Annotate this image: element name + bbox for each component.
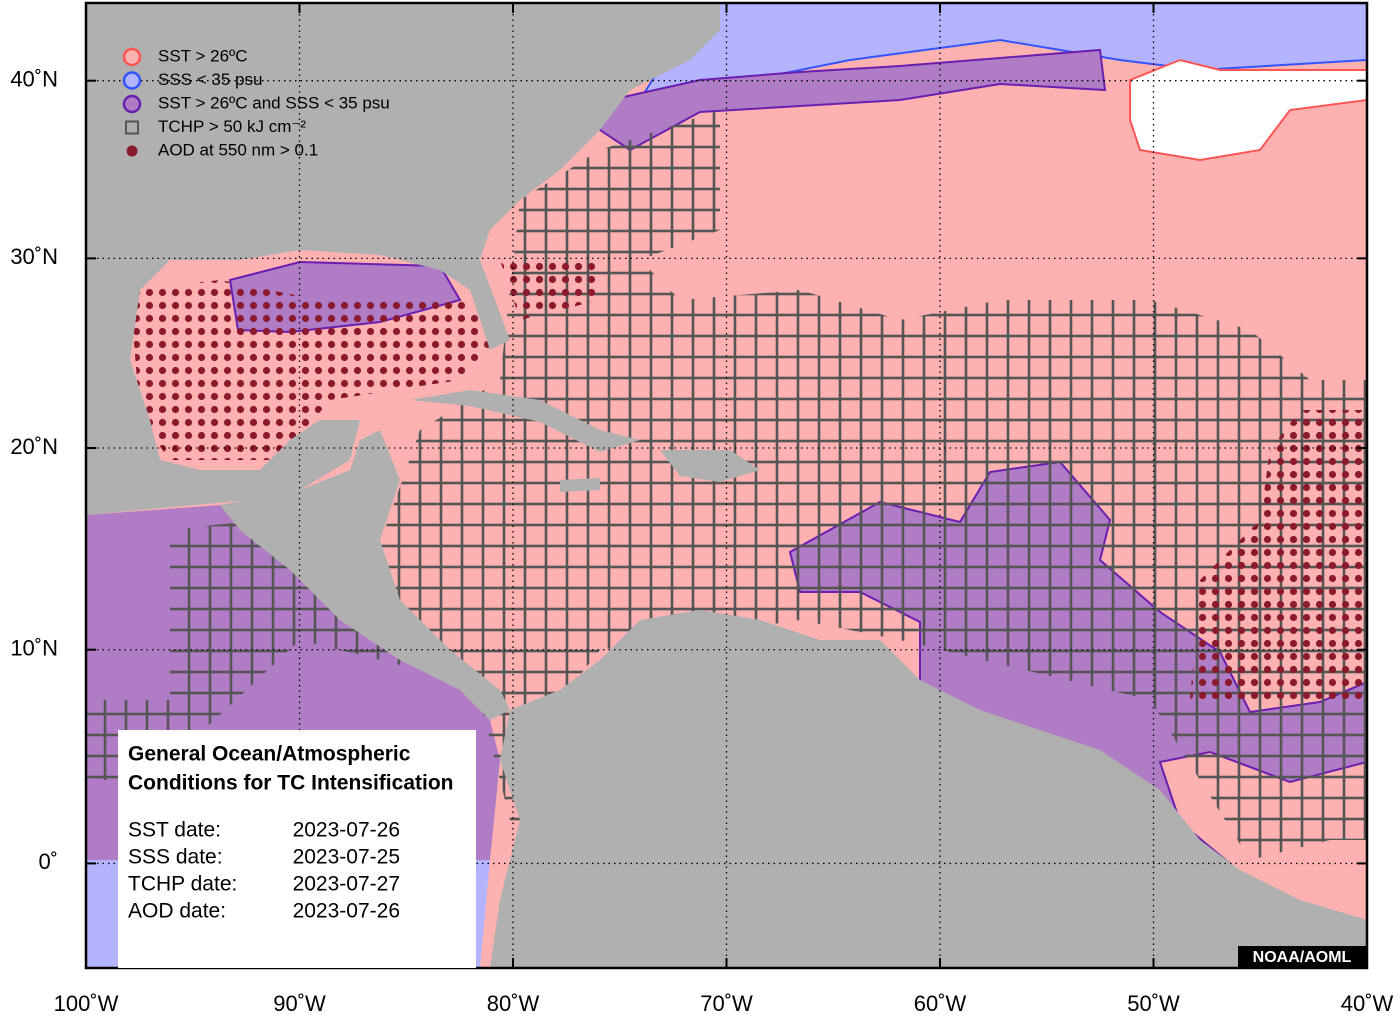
- x-tick-label: 80˚W: [487, 991, 540, 1016]
- cuba: [410, 390, 640, 452]
- legend-symbol: [125, 120, 139, 135]
- legend-symbol: [126, 145, 138, 157]
- info-title: Conditions for TC Intensification: [128, 772, 453, 795]
- legend-symbol: [122, 47, 142, 67]
- credit-box: [1238, 946, 1367, 968]
- legend-label: TCHP > 50 kJ cm⁻²: [158, 117, 306, 136]
- date-label: AOD date:: [128, 900, 226, 923]
- x-tick-label: 100˚W: [54, 991, 119, 1016]
- x-tick-label: 60˚W: [914, 991, 967, 1016]
- cool-water: [1129, 58, 1367, 162]
- date-label: SSS date:: [128, 846, 223, 869]
- y-tick-label: 40˚N: [10, 67, 58, 92]
- north-america: [86, 3, 720, 515]
- y-tick-label: 10˚N: [10, 636, 58, 661]
- aod-florida: [500, 260, 600, 320]
- central-america: [220, 430, 510, 720]
- x-tick-label: 50˚W: [1127, 991, 1180, 1016]
- credit: NOAA/AOML: [1253, 949, 1352, 966]
- y-tick-label: 20˚N: [10, 434, 58, 459]
- y-tick-label: 30˚N: [10, 244, 58, 269]
- x-tick-label: 70˚W: [700, 991, 753, 1016]
- tchp-high: [86, 110, 1367, 860]
- x-tick-label: 40˚W: [1341, 991, 1394, 1016]
- date-label: SST date:: [128, 819, 221, 842]
- legend-label: AOD at 550 nm > 0.1: [158, 140, 318, 159]
- legend: SST > 26ºC SSS < 35 psu SST > 26ºC and SSS…: [122, 46, 390, 159]
- date-value: 2023-07-26: [293, 900, 400, 923]
- x-tick-label: 90˚W: [273, 991, 326, 1016]
- date-label: TCHP date:: [128, 873, 237, 896]
- legend-symbol: [122, 71, 142, 90]
- frame: [84, 1, 1369, 970]
- date-value: 2023-07-26: [293, 819, 400, 842]
- legend-symbol: [122, 94, 142, 114]
- aod-gulf: [130, 280, 500, 460]
- y-tick-label: 0˚: [38, 849, 58, 874]
- legend-label: SST > 26ºC and SSS < 35 psu: [158, 93, 390, 112]
- jamaica: [560, 478, 600, 492]
- info-text: General Ocean/Atmospheric Conditions for …: [128, 743, 453, 923]
- info-title: General Ocean/Atmospheric: [128, 743, 411, 766]
- info-box: [118, 730, 476, 968]
- axes: 100˚W 90˚W 80˚W 70˚W 60˚W 50˚W 40˚W 0˚ 10˚N 20˚N 3…: [10, 3, 1394, 1016]
- date-value: 2023-07-25: [293, 846, 400, 869]
- south-america: [490, 610, 1367, 968]
- date-value: 2023-07-27: [293, 873, 400, 896]
- legend-label: SST > 26ºC: [158, 46, 248, 65]
- hispaniola: [660, 450, 760, 482]
- aod-east: [1190, 410, 1367, 700]
- legend-label: SSS < 35 psu: [158, 70, 262, 89]
